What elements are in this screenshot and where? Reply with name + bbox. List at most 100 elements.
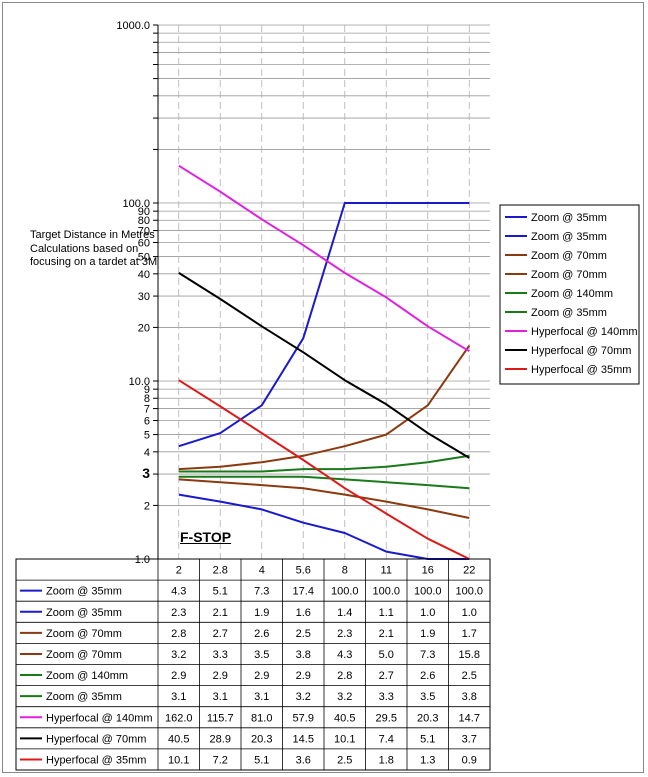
table-cell: 2.3	[337, 628, 352, 640]
table-cell: 1.1	[379, 607, 394, 619]
table-cell: 28.9	[210, 733, 231, 745]
table-cell: 3.8	[462, 691, 477, 703]
table-cell: 2.5	[337, 754, 352, 766]
table-cell: 7.2	[213, 754, 228, 766]
series-line-4	[178, 475, 470, 490]
y-tick-label: 6	[144, 415, 150, 427]
x-tick-label: 2.8	[213, 565, 228, 577]
table-cell: 7.3	[254, 586, 269, 598]
table-cell: 17.4	[293, 586, 314, 598]
table-cell: 2.9	[296, 670, 311, 682]
table-cell: 3.1	[254, 691, 269, 703]
y-tick-label: 9	[144, 384, 150, 396]
table-cell: 2.5	[462, 670, 477, 682]
legend-entry: Hyperfocal @ 70mm	[531, 345, 631, 357]
table-series-name: Zoom @ 35mm	[46, 586, 122, 598]
table-cell: 3.5	[420, 691, 435, 703]
table-cell: 1.9	[254, 607, 269, 619]
table-cell: 3.3	[379, 691, 394, 703]
legend-entry: Hyperfocal @ 35mm	[531, 364, 631, 376]
table-cell: 3.1	[213, 691, 228, 703]
table-cell: 2.1	[379, 628, 394, 640]
table-cell: 3.2	[337, 691, 352, 703]
table-cell: 3.7	[462, 733, 477, 745]
table-cell: 1.7	[462, 628, 477, 640]
table-cell: 1.6	[296, 607, 311, 619]
table-cell: 5.0	[379, 649, 394, 661]
table-cell: 14.7	[459, 712, 480, 724]
legend-entry: Zoom @ 140mm	[531, 288, 613, 300]
y-tick-label: 80	[138, 215, 150, 227]
x-tick-label: 11	[381, 565, 392, 577]
y-tick-label: 60	[138, 237, 150, 249]
table-cell: 162.0	[165, 712, 193, 724]
table-cell: 10.1	[334, 733, 355, 745]
table-cell: 3.2	[296, 691, 311, 703]
legend-box	[499, 204, 640, 385]
table-cell: 1.4	[337, 607, 352, 619]
x-tick-label: 4	[259, 565, 265, 577]
table-series-name: Zoom @ 70mm	[46, 628, 122, 640]
y-axis-label: Target Distance in Metres Calculations b…	[30, 229, 158, 268]
table-series-name: Zoom @ 35mm	[46, 607, 122, 619]
table-cell: 1.0	[462, 607, 477, 619]
y-tick-label: 10.0	[129, 376, 150, 388]
table-cell: 0.9	[462, 754, 477, 766]
table-cell: 81.0	[251, 712, 272, 724]
table-cell: 15.8	[459, 649, 480, 661]
table-series-name: Zoom @ 35mm	[46, 691, 122, 703]
series-line-3	[178, 345, 471, 471]
x-axis-label: F-STOP	[180, 529, 232, 545]
y-tick-label: 1.0	[135, 554, 150, 566]
table-cell: 3.8	[296, 649, 311, 661]
legend-entry: Zoom @ 35mm	[531, 307, 607, 319]
y-tick-label: 8	[144, 393, 150, 405]
x-tick-label: 5.6	[296, 565, 311, 577]
series-lines	[178, 164, 471, 560]
table-cell: 2.8	[171, 628, 186, 640]
table-cell: 2.3	[171, 607, 186, 619]
table-cell: 100.0	[455, 586, 483, 598]
y-tick-label: 40	[138, 269, 150, 281]
table-cell: 20.3	[417, 712, 438, 724]
table-cell: 2.7	[379, 670, 394, 682]
table-series-name: Hyperfocal @ 70mm	[46, 733, 146, 745]
series-line-2	[178, 478, 470, 519]
table-cell: 100.0	[331, 586, 359, 598]
legend-entry: Hyperfocal @ 140mm	[531, 326, 638, 338]
y-tick-label: 20	[138, 322, 150, 334]
table-cell: 2.6	[420, 670, 435, 682]
table-cell: 4.3	[337, 649, 352, 661]
table-cell: 2.9	[254, 670, 269, 682]
y-tick-label: 7	[144, 404, 150, 416]
table-cell: 14.5	[293, 733, 314, 745]
table-cell: 1.9	[420, 628, 435, 640]
table-cell: 40.5	[334, 712, 355, 724]
y-tick-label: 50	[138, 252, 150, 264]
series-line-5	[178, 454, 470, 473]
legend-entry: Zoom @ 35mm	[531, 231, 607, 243]
table-series-name: Zoom @ 70mm	[46, 649, 122, 661]
y-tick-label: 70	[138, 226, 150, 238]
table-cell: 10.1	[168, 754, 189, 766]
table-cell: 2.9	[213, 670, 228, 682]
table-series-name: Hyperfocal @ 35mm	[46, 754, 146, 766]
table-cell: 29.5	[376, 712, 397, 724]
table-cell: 5.1	[213, 586, 228, 598]
table-cell: 7.3	[420, 649, 435, 661]
table-cell: 7.4	[379, 733, 394, 745]
table-cell: 3.3	[213, 649, 228, 661]
table-cell: 5.1	[254, 754, 269, 766]
table-cell: 40.5	[168, 733, 189, 745]
table-cell: 2.5	[296, 628, 311, 640]
table-cell: 2.9	[171, 670, 186, 682]
data-table: 2 2.8 4 5.6 8 11 16 22 Zoom @ 35mm 4.3 5.1 7.3 17.4 1…	[15, 558, 491, 771]
table-cell: 20.3	[251, 733, 272, 745]
y-tick-label: 1000.0	[116, 20, 150, 32]
table-cell: 4.3	[171, 586, 186, 598]
table-cell: 100.0	[372, 586, 400, 598]
table-cell: 100.0	[414, 586, 442, 598]
series-line-8	[178, 379, 470, 560]
